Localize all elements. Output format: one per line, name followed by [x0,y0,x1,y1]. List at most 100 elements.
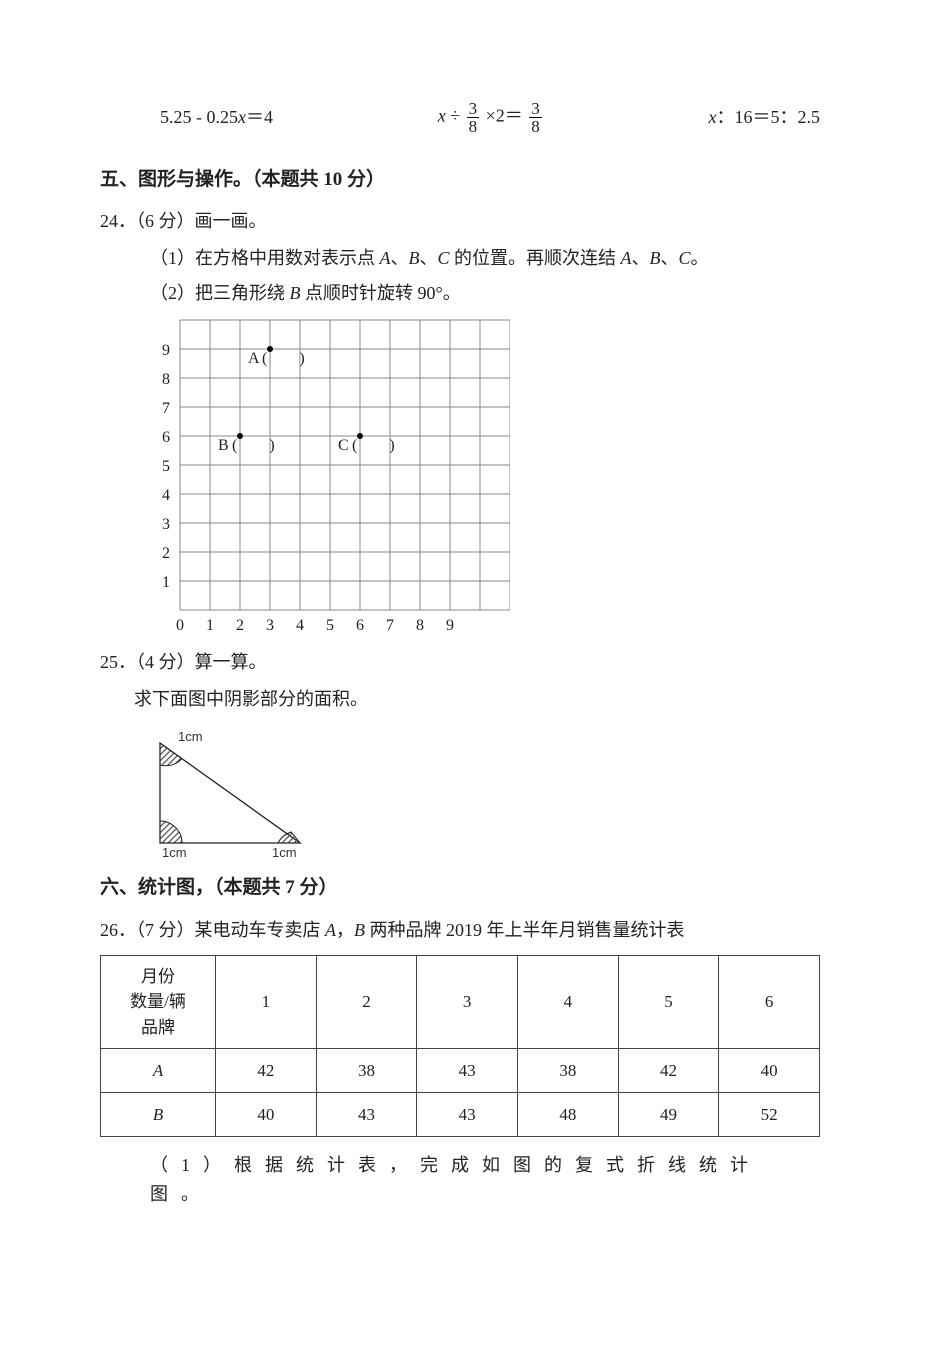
q26-stem-c: 两种品牌 2019 年上半年月销售量统计表 [365,920,685,940]
q24-s1-g: 。 [691,248,709,268]
eq3-c1: ： [716,107,734,127]
page-root: 5.25 - 0.25x＝4 x ÷ 38 ×2＝ 38 x：16＝5：2.5 … [100,100,820,1209]
equation-2: x ÷ 38 ×2＝ 38 [438,100,544,135]
section-5-title: 五、图形与操作。（本题共 10 分） [100,165,820,195]
eq1-a: 5.25 [160,107,192,127]
q24-s1-C: C [438,248,450,268]
q24-s1-b: 、 [391,248,409,268]
q26-stem-a: 26．（7 分）某电动车专卖店 [100,920,325,940]
table-col-header: 4 [518,955,619,1049]
svg-text:( ): ( ) [232,437,275,454]
svg-text:4: 4 [162,487,170,504]
table-row-label-b: B [101,1093,216,1137]
equation-1: 5.25 - 0.25x＝4 [160,103,273,132]
table-cell: 38 [316,1049,417,1093]
q25-sub: 求下面图中阴影部分的面积。 [134,685,820,714]
q24-s1-a: （1）在方格中用数对表示点 [150,248,380,268]
q26-stem: 26．（7 分）某电动车专卖店 A，B 两种品牌 2019 年上半年月销售量统计… [100,916,820,945]
q26-sub1: （1）根据统计表，完成如图的复式折线统计图。 [150,1151,820,1209]
svg-text:1: 1 [206,617,214,634]
eq1-op: - [196,107,202,127]
svg-text:4: 4 [296,617,304,634]
eq2-div: ÷ [450,106,460,126]
table-cell: 43 [417,1049,518,1093]
table-cell: 38 [518,1049,619,1093]
eq3-b: 2.5 [797,107,820,127]
eq1-b: 0.25 [207,107,239,127]
table-cell: 42 [216,1049,317,1093]
svg-text:3: 3 [266,617,274,634]
svg-text:0: 0 [176,617,184,634]
q24-s2-b: 点顺时针旋转 90°。 [301,283,461,303]
eq2-mul: ×2＝ [486,106,523,126]
table-col-header: 5 [618,955,719,1049]
table-col-header: 1 [216,955,317,1049]
table-cell: 43 [316,1093,417,1137]
table-row-label-a: A [101,1049,216,1093]
table-cell: 40 [719,1049,820,1093]
svg-text:6: 6 [356,617,364,634]
table-col-header: 2 [316,955,417,1049]
q26-stem-B: B [354,920,365,940]
table-cell: 43 [417,1093,518,1137]
svg-text:7: 7 [386,617,394,634]
table-cell: 48 [518,1093,619,1137]
equation-3: x：16＝5：2.5 [708,103,820,132]
diagram25-svg: 1cm 1cm 1cm [150,723,320,863]
svg-text:8: 8 [416,617,424,634]
q24-s2-B: B [290,283,301,303]
svg-text:1cm: 1cm [272,845,297,860]
q24-s1-C2: C [679,248,691,268]
svg-text:C: C [338,437,349,454]
svg-text:2: 2 [236,617,244,634]
eq2-x: x [438,106,446,126]
table-col-header: 6 [719,955,820,1049]
q24-s1-B2: B [650,248,661,268]
svg-text:2: 2 [162,545,170,562]
q24-s1-A2: A [621,248,632,268]
q24-s2-a: （2）把三角形绕 [150,283,290,303]
q24-grid: 9876543210123456789A( )B( )C( ) [150,318,820,638]
q24-s1-B: B [409,248,420,268]
svg-text:5: 5 [162,458,170,475]
svg-text:8: 8 [162,371,170,388]
eq2-f2-num: 3 [529,100,542,118]
q24-sub2: （2）把三角形绕 B 点顺时针旋转 90°。 [150,279,820,308]
table-cell: 49 [618,1093,719,1137]
svg-text:5: 5 [326,617,334,634]
equation-row: 5.25 - 0.25x＝4 x ÷ 38 ×2＝ 38 x：16＝5：2.5 [160,100,820,135]
q24-s1-e: 、 [632,248,650,268]
svg-text:1cm: 1cm [178,729,203,744]
eq2-f1-num: 3 [467,100,480,118]
eq2-frac2: 38 [527,100,544,135]
eq2-f2-den: 8 [529,118,542,135]
svg-text:1: 1 [162,574,170,591]
q24-stem: 24．（6 分）画一画。 [100,207,820,236]
q24-s1-f: 、 [661,248,679,268]
q24-s1-A: A [380,248,391,268]
eq2-f1-den: 8 [467,118,480,135]
svg-text:9: 9 [162,342,170,359]
q25-stem: 25．（4 分）算一算。 [100,648,820,677]
svg-text:1cm: 1cm [162,845,187,860]
table-cell: 52 [719,1093,820,1137]
svg-text:6: 6 [162,429,170,446]
grid-svg: 9876543210123456789A( )B( )C( ) [150,318,510,638]
section-6-title: 六、统计图，（本题共 7 分） [100,873,820,903]
eq2-frac1: 38 [465,100,482,135]
table-cell: 42 [618,1049,719,1093]
svg-text:( ): ( ) [262,350,305,367]
svg-text:7: 7 [162,400,170,417]
table-cell: 40 [216,1093,317,1137]
eq1-x: x [238,107,246,127]
q26-stem-b: ， [336,920,354,940]
q24-s1-d: 的位置。再顺次连结 [450,248,621,268]
eq3-a: 16＝5 [734,107,779,127]
svg-text:A: A [248,350,260,367]
eq1-eq: ＝4 [246,107,273,127]
table-header-corner: 月份数量/辆品牌 [101,955,216,1049]
eq3-c2: ： [779,107,797,127]
q24-s1-c: 、 [420,248,438,268]
q26-stem-A: A [325,920,336,940]
svg-text:( ): ( ) [352,437,395,454]
